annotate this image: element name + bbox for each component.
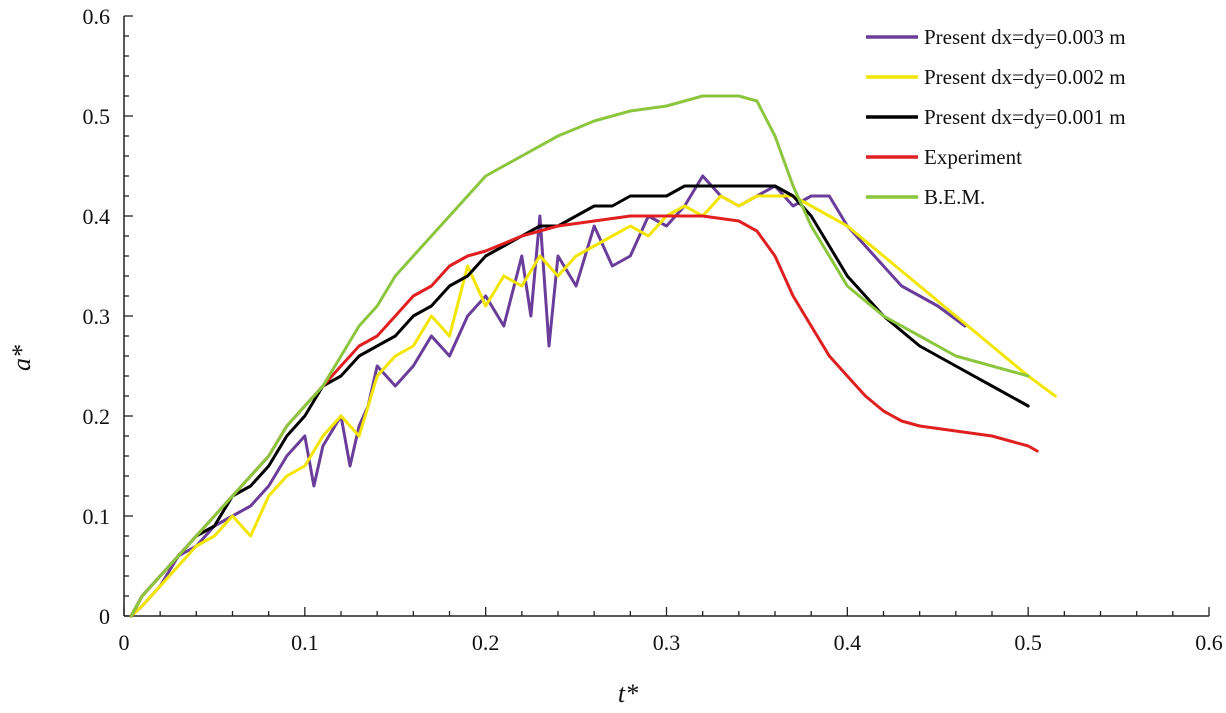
x-tick-label: 0.1 [291, 630, 319, 655]
y-tick-label: 0.1 [83, 504, 111, 529]
legend-label: Present dx=dy=0.001 m [924, 105, 1126, 129]
series-group [129, 94, 1057, 618]
y-tick-label: 0 [99, 604, 110, 629]
series-line-bem [129, 94, 1030, 618]
x-major-ticks [123, 607, 1210, 616]
y-axis-title: a* [7, 345, 36, 371]
y-minor-ticks [124, 35, 129, 597]
y-tick-label: 0.5 [83, 104, 111, 129]
y-tick-label: 0.2 [83, 404, 111, 429]
legend-label: Experiment [924, 145, 1022, 169]
x-tick-label: 0.2 [472, 630, 500, 655]
x-tick-labels: 0 0.1 0.2 0.3 0.4 0.5 0.6 [119, 630, 1223, 655]
legend-label: Present dx=dy=0.003 m [924, 25, 1126, 49]
y-tick-label: 0.4 [83, 204, 111, 229]
x-tick-label: 0 [119, 630, 130, 655]
y-tick-label: 0.3 [83, 304, 111, 329]
y-tick-label: 0.6 [83, 4, 111, 29]
x-tick-label: 0.4 [834, 630, 862, 655]
legend-label: Present dx=dy=0.002 m [924, 65, 1126, 89]
x-tick-label: 0.6 [1195, 630, 1223, 655]
legend: Present dx=dy=0.003 m Present dx=dy=0.00… [866, 25, 1126, 209]
x-tick-label: 0.3 [653, 630, 681, 655]
x-axis-title: t* [618, 679, 638, 708]
series-line-present-0.002 [129, 194, 1057, 618]
y-major-ticks [124, 15, 133, 617]
y-tick-labels: 0 0.1 0.2 0.3 0.4 0.5 0.6 [83, 4, 111, 629]
legend-label: B.E.M. [924, 185, 985, 209]
x-tick-label: 0.5 [1014, 630, 1042, 655]
x-minor-ticks [159, 611, 1174, 616]
